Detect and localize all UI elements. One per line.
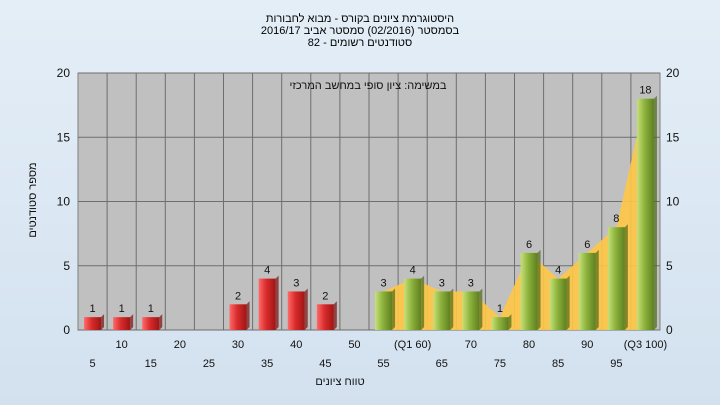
bar-value-label: 1 <box>497 303 503 315</box>
bar-side <box>624 224 628 330</box>
bar-value-label: 1 <box>119 303 125 315</box>
y-tick-label-left: 15 <box>57 130 71 144</box>
bar-value-label: 1 <box>89 303 95 315</box>
bar-side <box>508 314 512 330</box>
bar-value-label: 6 <box>526 239 532 251</box>
chart-title: היסטוגרמת ציונים בקורס - מבוא לחבורות <box>265 13 455 25</box>
bar-value-label: 2 <box>322 290 328 302</box>
chart-subtitle-students: 82 - סטודנטים רשומים <box>307 37 413 49</box>
bar-side <box>421 275 425 330</box>
bar-value-label: 3 <box>468 277 474 289</box>
bar-pass <box>462 291 480 330</box>
x-tick-label: 85 <box>552 358 564 370</box>
bar-value-label: 8 <box>613 213 619 225</box>
x-tick-label: 50 <box>348 339 360 351</box>
chart-annotation: במשימה: ציון סופי במחשב המרכזי <box>290 80 447 92</box>
x-tick-label: 45 <box>319 358 331 370</box>
x-tick-label: 40 <box>290 339 302 351</box>
bar-side <box>595 249 599 330</box>
bar-pass <box>607 227 625 330</box>
bar-pass <box>549 278 567 330</box>
bar-value-label: 4 <box>555 265 561 277</box>
bar-side <box>653 95 657 330</box>
x-tick-label: (Q1 60) <box>394 339 431 351</box>
bar-side <box>101 314 105 330</box>
y-tick-label-left: 20 <box>57 66 71 80</box>
bar-side <box>159 314 163 330</box>
bar-side <box>392 288 396 330</box>
x-tick-label: 65 <box>436 358 448 370</box>
bar-value-label: 4 <box>410 265 416 277</box>
x-tick-label: 70 <box>465 339 477 351</box>
bar-fail <box>316 304 334 330</box>
bar-value-label: 4 <box>264 265 270 277</box>
y-tick-label-left: 10 <box>57 195 71 209</box>
bar-value-label: 1 <box>148 303 154 315</box>
bar-pass <box>433 291 451 330</box>
bar-side <box>130 314 134 330</box>
x-tick-label: 35 <box>261 358 273 370</box>
bar-fail <box>142 317 160 330</box>
y-tick-label-right: 0 <box>666 323 673 337</box>
bar-side <box>246 301 250 330</box>
bar-fail <box>113 317 131 330</box>
bar-pass <box>636 98 654 330</box>
x-tick-label: 30 <box>232 339 244 351</box>
bar-pass <box>578 252 596 330</box>
bar-value-label: 6 <box>584 239 590 251</box>
bar-pass <box>375 291 393 330</box>
y-tick-label-left: 0 <box>63 323 70 337</box>
x-tick-label: 5 <box>89 358 95 370</box>
y-tick-label-right: 20 <box>666 66 680 80</box>
bar-side <box>537 249 541 330</box>
y-tick-label-left: 5 <box>63 259 70 273</box>
x-tick-label: 75 <box>494 358 506 370</box>
x-axis-title: טווח ציונים <box>315 376 364 388</box>
bar-fail <box>258 278 276 330</box>
bar-value-label: 3 <box>293 277 299 289</box>
bar-pass <box>520 252 538 330</box>
x-tick-label: (Q3 100) <box>624 339 667 351</box>
bar-side <box>450 288 454 330</box>
y-tick-label-right: 10 <box>666 195 680 209</box>
bar-side <box>275 275 279 330</box>
bar-fail <box>229 304 247 330</box>
bar-side <box>333 301 337 330</box>
bar-value-label: 3 <box>439 277 445 289</box>
y-tick-label-right: 5 <box>666 259 673 273</box>
x-tick-label: 15 <box>145 358 157 370</box>
bar-value-label: 18 <box>639 85 651 97</box>
chart-subtitle-semester: בסמסטר (02/2016) סמסטר אביב 2016/17 <box>260 25 460 37</box>
x-tick-label: 25 <box>203 358 215 370</box>
x-tick-label: 20 <box>174 339 186 351</box>
y-tick-label-right: 15 <box>666 130 680 144</box>
bar-value-label: 3 <box>380 277 386 289</box>
bar-value-label: 2 <box>235 290 241 302</box>
x-tick-label: 80 <box>523 339 535 351</box>
x-tick-label: 10 <box>116 339 128 351</box>
bar-side <box>304 288 308 330</box>
x-tick-label: 55 <box>377 358 389 370</box>
x-tick-label: 95 <box>610 358 622 370</box>
bar-fail <box>84 317 102 330</box>
x-tick-label: 90 <box>581 339 593 351</box>
bar-fail <box>287 291 305 330</box>
y-axis-title: מספר סטודנטים <box>27 162 39 237</box>
bar-pass <box>491 317 509 330</box>
bar-pass <box>404 278 422 330</box>
bar-side <box>566 275 570 330</box>
bar-side <box>479 288 483 330</box>
